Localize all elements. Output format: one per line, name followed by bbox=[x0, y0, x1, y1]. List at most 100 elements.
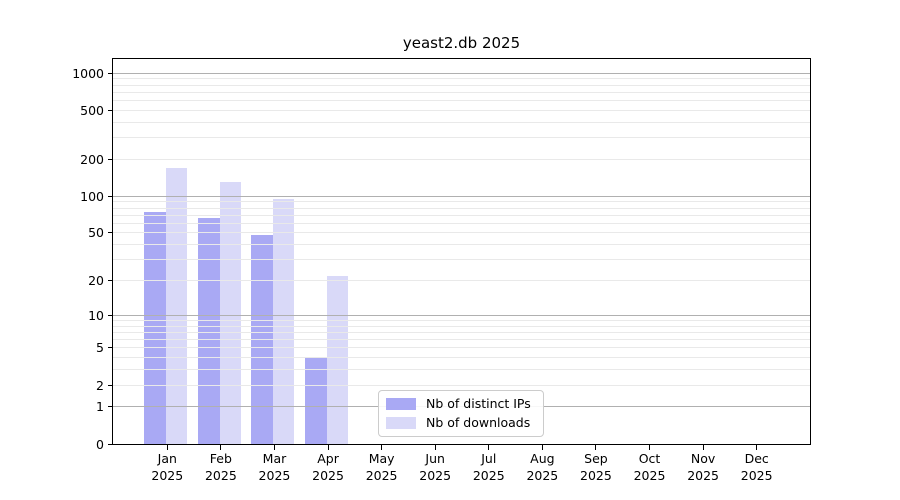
x-tick-label-jul-2025: Jul 2025 bbox=[457, 451, 521, 484]
month-label: Sep bbox=[584, 451, 608, 466]
bar-nb-of-downloads-jan-2025 bbox=[166, 167, 188, 444]
y-axis-tick bbox=[108, 347, 113, 349]
gridline-minor bbox=[113, 84, 810, 86]
y-tick-label: 2 bbox=[96, 377, 104, 393]
month-label: Jun bbox=[425, 451, 445, 466]
year-label: 2025 bbox=[365, 467, 398, 483]
gridline-minor bbox=[113, 357, 810, 359]
gridline-minor bbox=[113, 369, 810, 371]
y-axis-tick bbox=[108, 158, 113, 160]
month-label: Jul bbox=[481, 451, 497, 466]
gridline-minor bbox=[113, 158, 810, 160]
bar-nb-of-downloads-mar-2025 bbox=[273, 198, 295, 444]
y-tick-label: 500 bbox=[80, 102, 104, 118]
x-tick-label-nov-2025: Nov 2025 bbox=[671, 451, 735, 484]
x-axis-tick bbox=[327, 445, 329, 450]
x-axis-tick bbox=[756, 445, 758, 450]
year-label: 2025 bbox=[151, 467, 184, 483]
legend-swatch-nb-of-distinct-ips bbox=[386, 398, 416, 410]
gridline-minor bbox=[113, 137, 810, 139]
x-axis-tick bbox=[595, 445, 597, 450]
month-label: Apr bbox=[317, 451, 339, 466]
x-tick-label-jun-2025: Jun 2025 bbox=[403, 451, 467, 484]
gridline-minor bbox=[113, 214, 810, 216]
y-tick-label: 5 bbox=[96, 340, 104, 356]
legend-swatch-nb-of-downloads bbox=[386, 417, 416, 429]
x-tick-label-feb-2025: Feb 2025 bbox=[189, 451, 253, 484]
month-label: Dec bbox=[744, 451, 769, 466]
gridline-minor bbox=[113, 325, 810, 327]
y-axis-tick bbox=[108, 280, 113, 282]
gridline-major bbox=[113, 314, 810, 316]
x-tick-label-mar-2025: Mar 2025 bbox=[242, 451, 306, 484]
gridline-minor bbox=[113, 339, 810, 341]
y-axis-tick bbox=[108, 314, 113, 316]
x-axis-tick bbox=[220, 445, 222, 450]
gridline-minor bbox=[113, 331, 810, 333]
x-tick-label-aug-2025: Aug 2025 bbox=[510, 451, 574, 484]
year-label: 2025 bbox=[526, 467, 559, 483]
y-axis-tick bbox=[108, 195, 113, 197]
y-axis-tick bbox=[108, 232, 113, 234]
x-axis-tick bbox=[488, 445, 490, 450]
y-axis-tick bbox=[108, 109, 113, 111]
gridline-minor bbox=[113, 109, 810, 111]
x-tick-label-sep-2025: Sep 2025 bbox=[564, 451, 628, 484]
gridline-minor bbox=[113, 384, 810, 386]
y-tick-label: 100 bbox=[80, 188, 104, 204]
month-label: Aug bbox=[530, 451, 555, 466]
gridline-minor bbox=[113, 78, 810, 80]
gridline-minor bbox=[113, 121, 810, 123]
gridline-minor bbox=[113, 232, 810, 234]
gridline-minor bbox=[113, 347, 810, 349]
legend-item-nb-of-downloads: Nb of downloads bbox=[386, 416, 536, 430]
gridline-minor bbox=[113, 222, 810, 224]
gridline-minor bbox=[113, 91, 810, 93]
year-label: 2025 bbox=[419, 467, 452, 483]
year-label: 2025 bbox=[633, 467, 666, 483]
gridline-minor bbox=[113, 201, 810, 203]
gridline-major bbox=[113, 195, 810, 197]
legend-label: Nb of distinct IPs bbox=[426, 396, 531, 411]
year-label: 2025 bbox=[687, 467, 719, 483]
x-axis-tick bbox=[166, 445, 168, 450]
year-label: 2025 bbox=[580, 467, 612, 483]
x-axis-tick bbox=[541, 445, 543, 450]
month-label: Mar bbox=[262, 451, 287, 466]
gridline-minor bbox=[113, 207, 810, 209]
x-tick-label-oct-2025: Oct 2025 bbox=[618, 451, 682, 484]
x-axis-tick bbox=[381, 445, 383, 450]
month-label: Jan bbox=[157, 451, 177, 466]
y-axis-tick bbox=[108, 72, 113, 74]
gridline-minor bbox=[113, 99, 810, 101]
y-axis-tick bbox=[108, 443, 113, 445]
bar-nb-of-distinct-ips-feb-2025 bbox=[197, 218, 220, 444]
x-tick-label-apr-2025: Apr 2025 bbox=[296, 451, 360, 484]
y-tick-label: 1000 bbox=[72, 65, 104, 81]
x-tick-label-jan-2025: Jan 2025 bbox=[135, 451, 199, 484]
x-axis-tick bbox=[649, 445, 651, 450]
year-label: 2025 bbox=[204, 467, 237, 483]
y-tick-label: 10 bbox=[88, 307, 104, 323]
x-axis-tick bbox=[273, 445, 275, 450]
chart-title: yeast2.db 2025 bbox=[402, 34, 521, 52]
year-label: 2025 bbox=[740, 467, 773, 483]
x-tick-label-may-2025: May 2025 bbox=[350, 451, 414, 484]
month-label: Nov bbox=[690, 451, 716, 466]
month-label: May bbox=[368, 451, 395, 466]
y-axis-tick bbox=[108, 406, 113, 408]
month-label: Oct bbox=[638, 451, 661, 466]
y-axis-tick bbox=[108, 384, 113, 386]
y-tick-label: 200 bbox=[80, 151, 104, 167]
bar-nb-of-downloads-feb-2025 bbox=[219, 182, 241, 444]
y-tick-label: 1 bbox=[96, 399, 104, 415]
y-tick-label: 50 bbox=[88, 225, 104, 241]
y-tick-label: 20 bbox=[88, 273, 104, 289]
gridline-major bbox=[113, 72, 810, 74]
bar-nb-of-distinct-ips-jan-2025 bbox=[144, 212, 167, 444]
year-label: 2025 bbox=[472, 467, 505, 483]
x-tick-label-dec-2025: Dec 2025 bbox=[725, 451, 789, 484]
bar-nb-of-downloads-apr-2025 bbox=[327, 275, 349, 444]
legend: Nb of distinct IPs Nb of downloads bbox=[378, 390, 544, 437]
